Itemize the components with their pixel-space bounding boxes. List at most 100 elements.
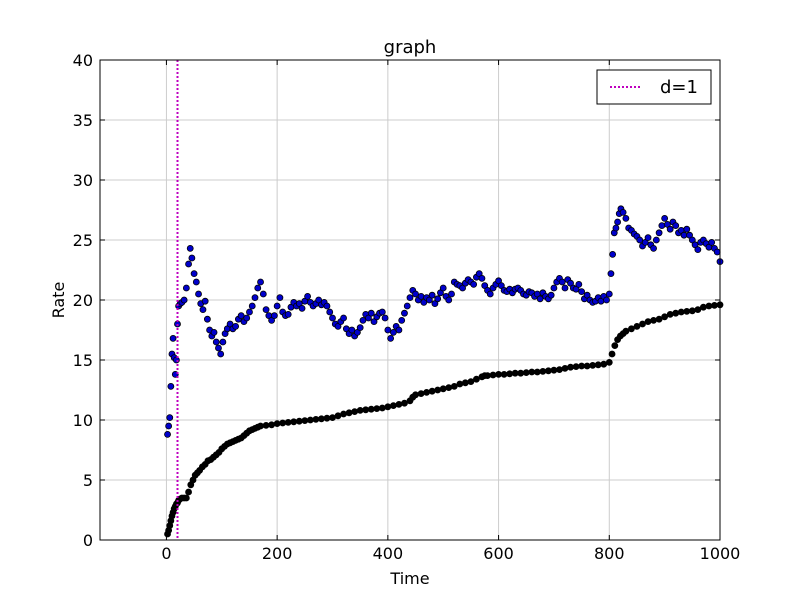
legend: d=1 <box>596 69 712 105</box>
data-point <box>694 246 702 254</box>
data-point <box>473 375 480 383</box>
data-point <box>169 334 177 342</box>
x-tick-label: 0 <box>161 544 171 563</box>
data-point <box>389 328 397 336</box>
data-point <box>190 270 198 278</box>
data-point <box>434 295 442 303</box>
x-tick-label: 1000 <box>700 544 741 563</box>
data-point <box>381 314 389 322</box>
data-point <box>594 361 602 369</box>
data-point <box>705 302 713 310</box>
y-tick-label: 0 <box>83 531 93 550</box>
data-point <box>456 380 464 388</box>
x-tick-label: 800 <box>594 544 625 563</box>
data-point <box>528 368 536 376</box>
data-point <box>484 372 491 380</box>
data-point <box>644 318 652 326</box>
data-point <box>276 294 284 302</box>
data-point <box>467 378 475 386</box>
data-point <box>614 218 621 226</box>
data-point <box>254 284 262 292</box>
data-point <box>572 363 580 371</box>
data-point <box>561 364 569 372</box>
data-point <box>210 328 218 336</box>
data-point <box>612 224 620 232</box>
data-point <box>362 406 370 414</box>
data-point <box>262 421 270 429</box>
data-point <box>389 402 397 410</box>
data-point <box>609 250 617 258</box>
x-tick-label: 600 <box>483 544 514 563</box>
data-point <box>470 280 478 288</box>
data-point <box>633 322 641 330</box>
data-point <box>248 302 256 310</box>
data-point <box>304 292 311 300</box>
data-point <box>378 404 386 412</box>
data-point <box>329 314 336 322</box>
data-point <box>195 290 202 298</box>
data-point <box>246 308 253 316</box>
data-point <box>666 310 674 318</box>
series-0 <box>164 205 724 438</box>
data-point <box>340 314 347 322</box>
data-point <box>401 309 408 317</box>
data-point <box>259 290 267 298</box>
data-point <box>212 338 220 346</box>
data-point <box>182 494 190 502</box>
data-point <box>500 370 508 378</box>
data-point <box>622 214 630 222</box>
data-point <box>434 386 442 394</box>
y-tick-label: 35 <box>73 111 93 130</box>
data-point <box>713 248 721 256</box>
data-point <box>450 382 458 390</box>
data-point <box>650 316 657 324</box>
data-point <box>583 362 591 370</box>
data-point <box>284 310 292 318</box>
y-axis-label: Rate <box>49 282 68 319</box>
data-point <box>558 278 566 286</box>
data-point <box>428 387 436 395</box>
data-point <box>257 278 264 286</box>
data-point <box>517 369 525 377</box>
data-point <box>186 244 194 252</box>
data-point <box>323 302 331 310</box>
data-point <box>312 415 320 423</box>
data-point <box>185 488 192 496</box>
data-point <box>567 363 574 371</box>
data-point <box>395 326 403 334</box>
data-point <box>561 284 569 292</box>
data-point <box>395 400 403 408</box>
data-point <box>547 291 555 299</box>
data-point <box>550 366 558 374</box>
legend-box <box>596 69 712 105</box>
data-point <box>522 369 530 377</box>
x-tick-label: 400 <box>373 544 404 563</box>
data-point <box>412 290 419 298</box>
data-point <box>655 315 663 323</box>
data-point <box>556 366 563 374</box>
data-point <box>605 358 613 366</box>
data-point <box>639 320 646 328</box>
data-point <box>403 302 411 310</box>
data-point <box>373 405 381 413</box>
data-point <box>650 244 657 252</box>
data-point <box>600 360 608 368</box>
data-point <box>644 234 652 242</box>
data-point <box>182 284 190 292</box>
data-point <box>351 408 359 416</box>
data-point <box>622 327 630 335</box>
data-point <box>708 238 716 246</box>
data-point <box>658 222 666 230</box>
data-point <box>628 325 635 333</box>
data-point <box>688 307 696 315</box>
data-point <box>323 414 331 422</box>
data-point <box>461 379 469 387</box>
data-point <box>439 385 447 393</box>
data-point <box>340 410 347 418</box>
data-point <box>533 368 541 376</box>
data-point <box>506 370 514 378</box>
data-point <box>295 417 303 425</box>
data-point <box>257 422 264 430</box>
data-point <box>417 390 425 398</box>
